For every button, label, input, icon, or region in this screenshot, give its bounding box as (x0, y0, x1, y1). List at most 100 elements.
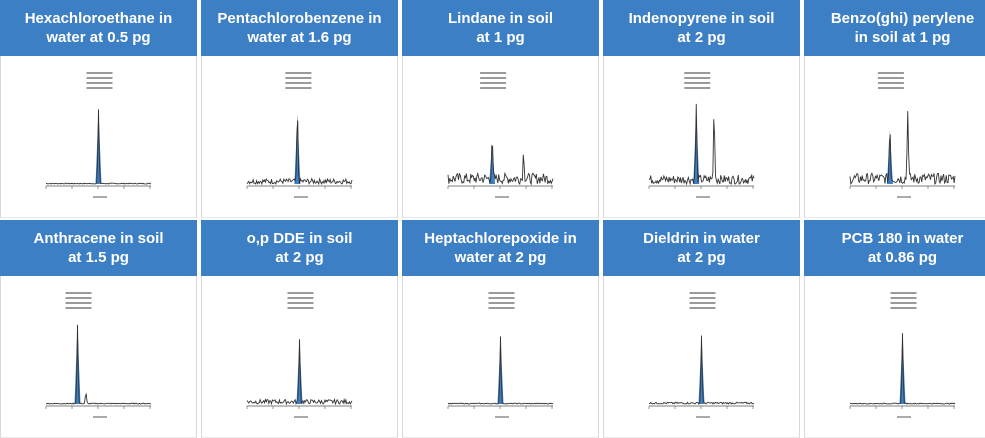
peak-annotation (877, 87, 904, 89)
peak-annotation (287, 297, 314, 299)
peak-annotation (287, 292, 314, 294)
peak-annotation (890, 307, 917, 309)
chromatogram (447, 72, 554, 198)
panel-title-line: Hexachloroethane in (24, 10, 173, 27)
panel: Indenopyrene in soil at 2 pg (603, 0, 800, 218)
trace (849, 111, 956, 186)
panel-title-line: at 1 pg (476, 29, 525, 46)
peak-annotation (684, 82, 711, 84)
peak-annotation (877, 77, 904, 79)
chromatogram (648, 72, 755, 198)
peak-annotation (480, 82, 507, 84)
panel-header: Dieldrin in water at 2 pg (603, 220, 800, 276)
peak-annotation (285, 72, 312, 74)
trace (648, 103, 755, 186)
panel-body (0, 276, 197, 438)
panel-body (201, 276, 398, 438)
trace (246, 120, 353, 186)
panel-title-line: at 2 pg (677, 29, 726, 46)
panel: Anthracene in soil at 1.5 pg (0, 220, 197, 438)
peak-annotation (480, 87, 507, 89)
panel-title-line: Lindane in soil (447, 10, 553, 27)
peak-annotation (285, 87, 312, 89)
panel: Pentachlorobenzene in water at 1.6 pg (201, 0, 398, 218)
panel-title-line: water at 0.5 pg (46, 29, 151, 46)
peak-annotation (65, 307, 92, 309)
peak-annotation (287, 302, 314, 304)
peak-annotation (86, 72, 113, 74)
chromatogram (45, 292, 152, 418)
panel-title-line: water at 1.6 pg (247, 29, 352, 46)
panel-header: Lindane in soil at 1 pg (402, 0, 599, 56)
panel-header: Heptachlorepoxide in water at 2 pg (402, 220, 599, 276)
axis-caption (93, 416, 107, 418)
peak-annotation (689, 307, 716, 309)
peak-annotation (684, 72, 711, 74)
panel: Lindane in soil at 1 pg (402, 0, 599, 218)
panel-body (402, 56, 599, 218)
trace (447, 336, 554, 405)
peak-annotation (86, 77, 113, 79)
panel-title-line: at 2 pg (275, 249, 324, 266)
panel: Benzo(ghi) perylene in soil at 1 pg (804, 0, 985, 218)
panel-title-line: Indenopyrene in soil (628, 10, 775, 27)
panel-title-line: Heptachlorepoxide in (424, 230, 577, 247)
peak-annotation (287, 307, 314, 309)
panel: Hexachloroethane in water at 0.5 pg (0, 0, 197, 218)
peak-annotation (684, 87, 711, 89)
panel-title-line: in soil at 1 pg (854, 29, 951, 46)
panel-body (201, 56, 398, 218)
panel-title-line: Dieldrin in water (643, 230, 760, 247)
peak-annotation (285, 77, 312, 79)
peak-annotation (65, 302, 92, 304)
chromatogram (648, 292, 755, 418)
axis-caption (495, 196, 509, 198)
peak-annotation (684, 77, 711, 79)
panel-header: PCB 180 in water at 0.86 pg (804, 220, 985, 276)
chromatogram (246, 72, 353, 198)
chromatogram (45, 72, 152, 198)
panel-body (0, 56, 197, 218)
panel: PCB 180 in water at 0.86 pg (804, 220, 985, 438)
peak-annotation (488, 307, 515, 309)
chromatogram (849, 72, 956, 198)
axis-caption (93, 196, 107, 198)
panel-header: Benzo(ghi) perylene in soil at 1 pg (804, 0, 985, 56)
peak-annotation (877, 72, 904, 74)
peak-annotation (689, 292, 716, 294)
axis-caption (897, 196, 911, 198)
peak-annotation (65, 297, 92, 299)
panel-title-line: Benzo(ghi) perylene (830, 10, 975, 27)
panel-title-line: Pentachlorobenzene in (217, 10, 382, 27)
chromatogram (447, 292, 554, 418)
peak-annotation (65, 292, 92, 294)
panel-header: Hexachloroethane in water at 0.5 pg (0, 0, 197, 56)
peak-annotation (890, 297, 917, 299)
panel: Heptachlorepoxide in water at 2 pg (402, 220, 599, 438)
panel-title-line: at 1.5 pg (68, 249, 129, 266)
panel-body (603, 56, 800, 218)
axis-caption (897, 416, 911, 418)
chromatogram (246, 292, 353, 418)
axis-caption (495, 416, 509, 418)
peak-annotation (480, 72, 507, 74)
panel-title-line: water at 2 pg (454, 249, 547, 266)
chromatogram (849, 292, 956, 418)
peak-fill (489, 143, 496, 184)
panel-header: Pentachlorobenzene in water at 1.6 pg (201, 0, 398, 56)
panel-title-line: at 2 pg (677, 249, 726, 266)
trace (45, 324, 152, 405)
axis-caption (696, 196, 710, 198)
peak-annotation (488, 297, 515, 299)
trace (648, 335, 755, 405)
peak-annotation (480, 77, 507, 79)
panel-header: o,p DDE in soil at 2 pg (201, 220, 398, 276)
peak-annotation (689, 297, 716, 299)
trace (246, 339, 353, 406)
peak-annotation (890, 292, 917, 294)
trace (447, 144, 554, 186)
panel-header: Anthracene in soil at 1.5 pg (0, 220, 197, 276)
panel-body (804, 56, 985, 218)
peak-annotation (488, 292, 515, 294)
